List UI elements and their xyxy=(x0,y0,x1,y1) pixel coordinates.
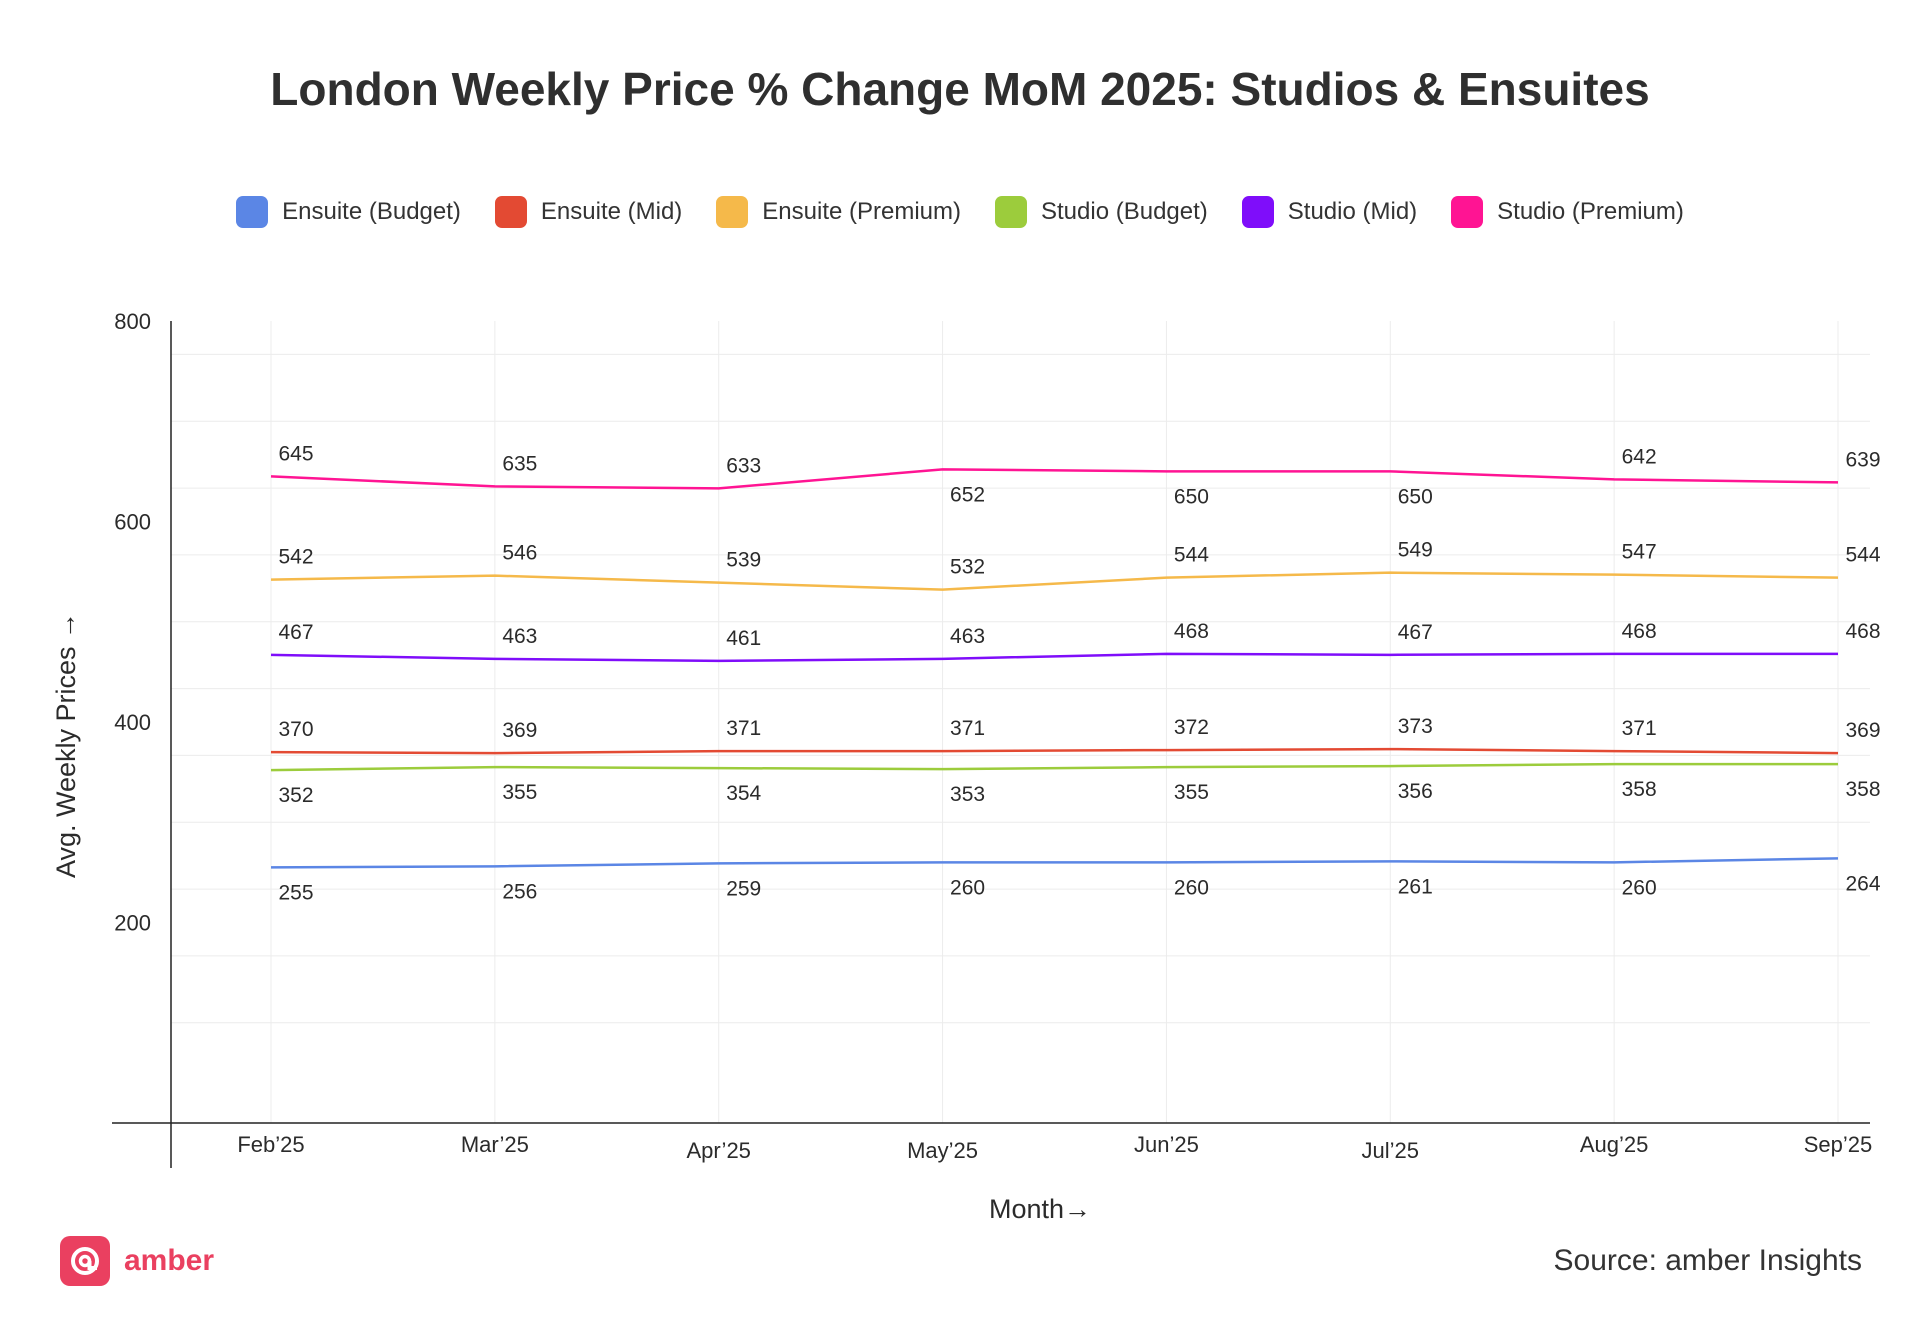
legend-swatch xyxy=(236,196,269,228)
chart-title: London Weekly Price % Change MoM 2025: S… xyxy=(270,63,1650,115)
data-label: 467 xyxy=(1398,621,1433,644)
amber-logo-icon xyxy=(60,1236,110,1286)
data-label: 264 xyxy=(1845,872,1880,895)
legend-label: Ensuite (Budget) xyxy=(282,198,461,225)
data-label: 547 xyxy=(1622,541,1657,564)
series-line xyxy=(270,571,1839,591)
data-label: 544 xyxy=(1845,544,1880,567)
series-line xyxy=(270,747,1839,755)
data-label: 532 xyxy=(950,556,985,579)
legend-swatch xyxy=(494,196,527,228)
legend-label: Studio (Budget) xyxy=(1041,198,1208,225)
legend-swatch xyxy=(1451,196,1484,228)
y-tick-label: 800 xyxy=(114,309,151,334)
data-label: 358 xyxy=(1845,778,1880,801)
data-label: 369 xyxy=(1845,719,1880,742)
data-label: 463 xyxy=(502,625,537,648)
brand-name: amber xyxy=(124,1244,215,1277)
data-label: 539 xyxy=(726,549,761,572)
data-label: 642 xyxy=(1622,445,1657,468)
legend-item[interactable]: Ensuite (Budget) xyxy=(236,196,461,228)
data-label: 356 xyxy=(1398,780,1433,803)
data-label: 353 xyxy=(950,783,985,806)
data-label: 355 xyxy=(502,781,537,804)
legend-item[interactable]: Ensuite (Mid) xyxy=(494,196,683,228)
series-group: 255 256 259 260 260 261 260 264 xyxy=(270,857,1881,904)
legend-item[interactable]: Studio (Premium) xyxy=(1451,196,1684,228)
legend-item[interactable]: Studio (Budget) xyxy=(995,196,1208,228)
data-label: 463 xyxy=(950,625,985,648)
data-label: 260 xyxy=(1174,876,1209,899)
data-label: 546 xyxy=(502,542,537,565)
data-label: 461 xyxy=(726,627,761,650)
data-label: 549 xyxy=(1398,539,1433,562)
brand-logo[interactable]: amber xyxy=(60,1236,214,1286)
data-label: 633 xyxy=(726,454,761,477)
data-label: 467 xyxy=(278,621,313,644)
series-group: 370 369 371 371 372 373 371 369 xyxy=(270,715,1881,755)
y-tick-label: 400 xyxy=(114,710,151,735)
legend-label: Ensuite (Mid) xyxy=(540,198,683,225)
data-label: 468 xyxy=(1845,620,1880,643)
x-tick-label: Jul’25 xyxy=(1362,1138,1419,1163)
data-label: 354 xyxy=(726,782,761,805)
source-note: Source: amber Insights xyxy=(1553,1244,1862,1277)
data-label: 358 xyxy=(1622,778,1657,801)
legend: Ensuite (Budget) Ensuite (Mid) Ensuite (Pr… xyxy=(0,196,1920,228)
series-line xyxy=(270,762,1838,772)
data-label: 371 xyxy=(1622,717,1657,740)
data-label: 372 xyxy=(1174,716,1209,739)
x-tick-label: Mar’25 xyxy=(461,1132,529,1157)
series-group: 352 355 354 353 355 356 358 358 xyxy=(270,762,1881,807)
legend-label: Ensuite (Premium) xyxy=(762,198,961,225)
data-label: 256 xyxy=(502,880,537,903)
y-tick-label: 600 xyxy=(114,510,151,535)
data-label: 369 xyxy=(502,719,537,742)
legend-swatch xyxy=(995,196,1027,228)
series-group: 542 546 539 532 544 549 547 544 xyxy=(270,539,1881,591)
data-label: 371 xyxy=(726,717,761,740)
x-tick-label: May’25 xyxy=(907,1138,978,1163)
x-tick-label: Jun’25 xyxy=(1134,1132,1199,1157)
data-label: 652 xyxy=(950,483,985,506)
x-axis-title: Month→ xyxy=(989,1194,1091,1224)
data-label: 639 xyxy=(1845,448,1880,471)
data-label: 370 xyxy=(278,718,313,741)
y-tick-label: 200 xyxy=(114,911,151,936)
legend-swatch xyxy=(716,196,749,228)
series-line xyxy=(270,652,1838,663)
data-label: 645 xyxy=(278,442,313,465)
data-label: 542 xyxy=(278,546,313,569)
legend-label: Studio (Premium) xyxy=(1497,198,1684,225)
data-label: 650 xyxy=(1174,485,1209,508)
series-line xyxy=(270,468,1839,490)
data-label: 371 xyxy=(950,717,985,740)
legend-item[interactable]: Studio (Mid) xyxy=(1241,196,1418,228)
legend-swatch xyxy=(1241,196,1274,228)
data-label: 260 xyxy=(950,876,985,899)
x-tick-label: Aug’25 xyxy=(1580,1132,1649,1157)
data-label: 355 xyxy=(1174,781,1209,804)
x-tick-label: Apr’25 xyxy=(687,1138,751,1163)
legend-item[interactable]: Ensuite (Premium) xyxy=(716,196,961,228)
data-label: 468 xyxy=(1622,620,1657,643)
x-tick-label: Sep’25 xyxy=(1804,1132,1873,1157)
data-label: 650 xyxy=(1398,485,1433,508)
data-label: 260 xyxy=(1622,876,1657,899)
y-axis-title: Avg. Weekly Prices → xyxy=(51,612,81,878)
data-label: 635 xyxy=(502,452,537,475)
series-line xyxy=(270,857,1839,869)
data-label: 468 xyxy=(1174,620,1209,643)
data-label: 373 xyxy=(1398,715,1433,738)
legend-label: Studio (Mid) xyxy=(1287,198,1418,225)
data-label: 255 xyxy=(278,881,313,904)
series-group: 467 463 461 463 468 467 468 468 xyxy=(270,620,1881,663)
data-label: 259 xyxy=(726,877,761,900)
data-label: 261 xyxy=(1398,875,1433,898)
data-label: 352 xyxy=(278,784,313,807)
x-tick-label: Feb’25 xyxy=(237,1132,304,1157)
series-group: 645 635 633 652 650 650 642 639 xyxy=(270,442,1881,508)
data-label: 544 xyxy=(1174,544,1209,567)
